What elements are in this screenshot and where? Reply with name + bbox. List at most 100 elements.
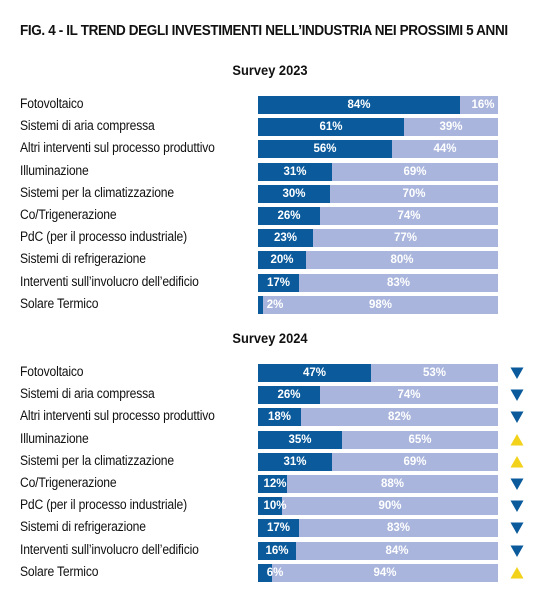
bar-segment-invest bbox=[258, 273, 299, 292]
bar-row: Interventi sull’involucro dell’edificio 1… bbox=[0, 540, 540, 562]
value-label-not-invest: 90% bbox=[378, 500, 402, 513]
bar-segment-invest bbox=[258, 118, 404, 137]
bar-segment-not-invest bbox=[301, 408, 498, 427]
stacked-bar: 31% 69% bbox=[258, 162, 498, 181]
value-label-invest: 2% bbox=[266, 298, 284, 311]
value-label-invest: 16% bbox=[265, 544, 289, 557]
stacked-bar: 6% 94% bbox=[258, 563, 498, 582]
value-label-invest: 26% bbox=[277, 389, 301, 402]
bar-segment-invest bbox=[258, 96, 460, 114]
bar-segment-not-invest bbox=[460, 96, 498, 114]
bar-row: Fotovoltaico 47% 53% bbox=[0, 362, 540, 384]
value-label-not-invest: 65% bbox=[408, 433, 432, 446]
value-label-invest: 84% bbox=[347, 99, 371, 111]
value-label-not-invest: 77% bbox=[393, 232, 418, 245]
value-label-not-invest: 83% bbox=[386, 522, 411, 535]
stacked-bar: 26% 74% bbox=[258, 386, 498, 405]
bar-segment-not-invest bbox=[392, 140, 498, 159]
stacked-bar: 23% 77% bbox=[258, 229, 498, 248]
bar-segment-not-invest bbox=[296, 541, 498, 560]
value-label-invest: 10% bbox=[263, 500, 287, 513]
bar-row: Fotovoltaico 84% 16% bbox=[0, 94, 540, 116]
bar-row: Sistemi di aria compressa 61% 39% bbox=[0, 116, 540, 138]
stacked-bar: 47% 53% bbox=[258, 364, 498, 382]
bar-segment-invest bbox=[258, 162, 332, 181]
bar-row: Solare Termico 6% 94% bbox=[0, 562, 540, 584]
stacked-bar: 84% 16% bbox=[258, 96, 498, 114]
bar-segment-invest bbox=[258, 497, 282, 516]
bar-row: Sistemi per la climatizzazione 31% 69% bbox=[0, 451, 540, 473]
value-label-invest: 12% bbox=[263, 478, 287, 490]
bar-segment-invest bbox=[258, 140, 392, 159]
bar-segment-not-invest bbox=[287, 475, 498, 493]
bar-row: Altri interventi sul processo produttivo… bbox=[0, 138, 540, 160]
bar-segment-invest bbox=[258, 563, 272, 582]
bar-segment-invest bbox=[258, 295, 263, 314]
bar-row: Sistemi di refrigerazione 20% 80% bbox=[0, 249, 540, 271]
bar-segment-not-invest bbox=[282, 497, 498, 516]
category-label: PdC (per il processo industriale) bbox=[20, 229, 187, 245]
value-label-invest: 30% bbox=[282, 187, 306, 200]
bar-segment-not-invest bbox=[332, 162, 498, 181]
stacked-bar: 56% 44% bbox=[258, 140, 498, 159]
stacked-bar: 31% 69% bbox=[258, 452, 498, 471]
bar-segment-invest bbox=[258, 364, 371, 382]
bar-row: Sistemi di aria compressa 26% 74% bbox=[0, 384, 540, 406]
bar-segment-invest bbox=[258, 519, 299, 538]
bar-segment-invest bbox=[258, 475, 287, 493]
category-label: Sistemi di aria compressa bbox=[20, 386, 155, 402]
bar-segment-not-invest bbox=[404, 118, 498, 137]
value-label-not-invest: 39% bbox=[439, 121, 463, 134]
value-label-invest: 17% bbox=[266, 276, 291, 289]
bar-segment-not-invest bbox=[299, 519, 498, 538]
bar-segment-invest bbox=[258, 251, 306, 270]
triangle-down-icon bbox=[510, 389, 524, 402]
category-label: Sistemi per la climatizzazione bbox=[20, 452, 174, 468]
value-label-not-invest: 83% bbox=[386, 276, 411, 289]
stacked-bar: 12% 88% bbox=[258, 475, 498, 493]
value-label-not-invest: 74% bbox=[397, 210, 421, 222]
category-label: Illuminazione bbox=[20, 430, 89, 446]
stacked-bar: 35% 65% bbox=[258, 430, 498, 449]
value-label-invest: 31% bbox=[283, 165, 307, 178]
value-label-not-invest: 70% bbox=[402, 187, 426, 200]
category-label: Fotovoltaico bbox=[20, 96, 84, 111]
stacked-bar: 18% 82% bbox=[258, 408, 498, 427]
bar-segment-not-invest bbox=[330, 184, 498, 203]
triangle-down-icon bbox=[510, 411, 524, 424]
value-label-not-invest: 69% bbox=[403, 455, 427, 468]
bar-row: Illuminazione 35% 65% bbox=[0, 429, 540, 451]
category-label: Fotovoltaico bbox=[20, 364, 84, 379]
value-label-invest: 20% bbox=[270, 254, 294, 267]
stacked-bar: 16% 84% bbox=[258, 541, 498, 560]
value-label-invest: 26% bbox=[277, 210, 301, 222]
figure-title: FIG. 4 - IL TREND DEGLI INVESTIMENTI NEL… bbox=[20, 22, 508, 39]
triangle-up-icon bbox=[510, 455, 524, 468]
value-label-invest: 35% bbox=[288, 433, 312, 446]
value-label-invest: 6% bbox=[266, 566, 284, 579]
value-label-not-invest: 69% bbox=[403, 165, 427, 178]
bar-segment-invest bbox=[258, 408, 301, 427]
category-label: Sistemi di aria compressa bbox=[20, 118, 155, 134]
value-label-not-invest: 53% bbox=[422, 367, 447, 379]
value-label-invest: 17% bbox=[266, 522, 291, 535]
value-label-not-invest: 98% bbox=[368, 298, 393, 311]
stacked-bar: 17% 83% bbox=[258, 519, 498, 538]
triangle-down-icon bbox=[510, 545, 524, 557]
value-label-invest: 56% bbox=[313, 143, 337, 156]
value-label-not-invest: 88% bbox=[380, 478, 405, 490]
value-label-invest: 61% bbox=[319, 121, 343, 134]
stacked-bar: 61% 39% bbox=[258, 118, 498, 137]
value-label-not-invest: 16% bbox=[471, 99, 495, 111]
value-label-invest: 23% bbox=[273, 232, 298, 245]
bar-segment-invest bbox=[258, 184, 330, 203]
triangle-down-icon bbox=[510, 500, 524, 513]
bar-row: Interventi sull’involucro dell’edificio 1… bbox=[0, 272, 540, 294]
stacked-bar: 26% 74% bbox=[258, 207, 498, 225]
bar-segment-not-invest bbox=[306, 251, 498, 270]
bar-row: PdC (per il processo industriale) 10% 90% bbox=[0, 495, 540, 517]
category-label: Solare Termico bbox=[20, 295, 99, 311]
value-label-not-invest: 74% bbox=[397, 389, 421, 402]
survey-2024-title: Survey 2024 bbox=[232, 330, 308, 346]
category-label: Interventi sull’involucro dell’edificio bbox=[20, 273, 199, 289]
